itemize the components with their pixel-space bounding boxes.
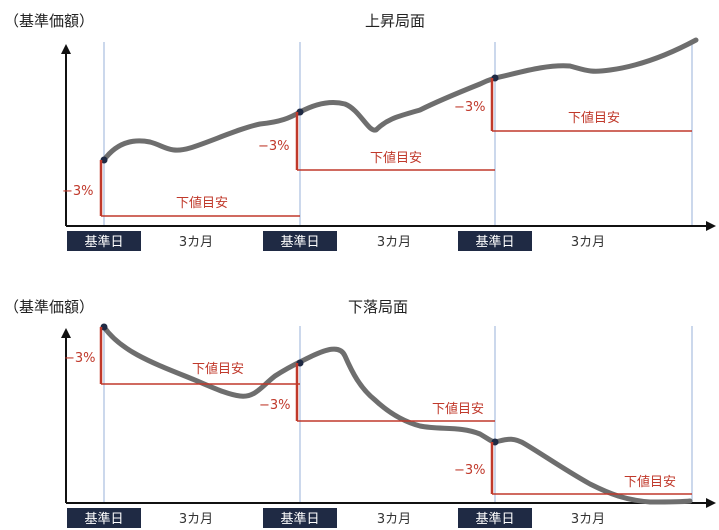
drop-label: −3% (62, 184, 94, 199)
base-date-label: 基準日 (84, 234, 123, 250)
floor-label: 下値目安 (624, 474, 676, 490)
price-curve (101, 324, 693, 505)
base-date-badge (458, 231, 532, 251)
base-date-badge (67, 231, 141, 251)
floor-label: 下値目安 (432, 401, 484, 417)
base-date-label: 基準日 (84, 511, 123, 527)
period-label: 3カ月 (179, 235, 213, 250)
floor-label: 下値目安 (568, 110, 620, 126)
drop-label: −3% (454, 100, 486, 115)
base-date-label: 基準日 (280, 234, 319, 250)
period-label: 3カ月 (571, 512, 605, 527)
floor-label: 下値目安 (370, 150, 422, 166)
drop-label: −3% (64, 351, 96, 366)
base-date-label: 基準日 (280, 511, 319, 527)
panel-title: 上昇局面 (365, 12, 425, 30)
period-label: 3カ月 (571, 235, 605, 250)
drop-label: −3% (258, 139, 290, 154)
base-date-badge (263, 508, 337, 528)
base-date-badge (67, 508, 141, 528)
period-label: 3カ月 (377, 235, 411, 250)
y-axis-label: （基準価額） (4, 12, 94, 30)
y-axis-label: （基準価額） (4, 298, 94, 316)
floor-label: 下値目安 (176, 195, 228, 211)
drop-label: −3% (454, 463, 486, 478)
period-label: 3カ月 (377, 512, 411, 527)
rising-phase-panel: （基準価額） 上昇局面 −3% 下値目安 −3% 下値目安 −3% 下値目安 (4, 12, 716, 251)
base-date-badge (458, 508, 532, 528)
period-label: 3カ月 (179, 512, 213, 527)
base-date-label: 基準日 (475, 511, 514, 527)
drop-label: −3% (259, 398, 291, 413)
base-date-label: 基準日 (475, 234, 514, 250)
panel-title: 下落局面 (348, 298, 408, 316)
floor-label: 下値目安 (192, 361, 244, 377)
base-date-badge (263, 231, 337, 251)
price-curve (101, 37, 699, 163)
falling-phase-panel: （基準価額） 下落局面 −3% 下値目安 −3% 下値目安 −3% 下値目安 (4, 298, 716, 528)
